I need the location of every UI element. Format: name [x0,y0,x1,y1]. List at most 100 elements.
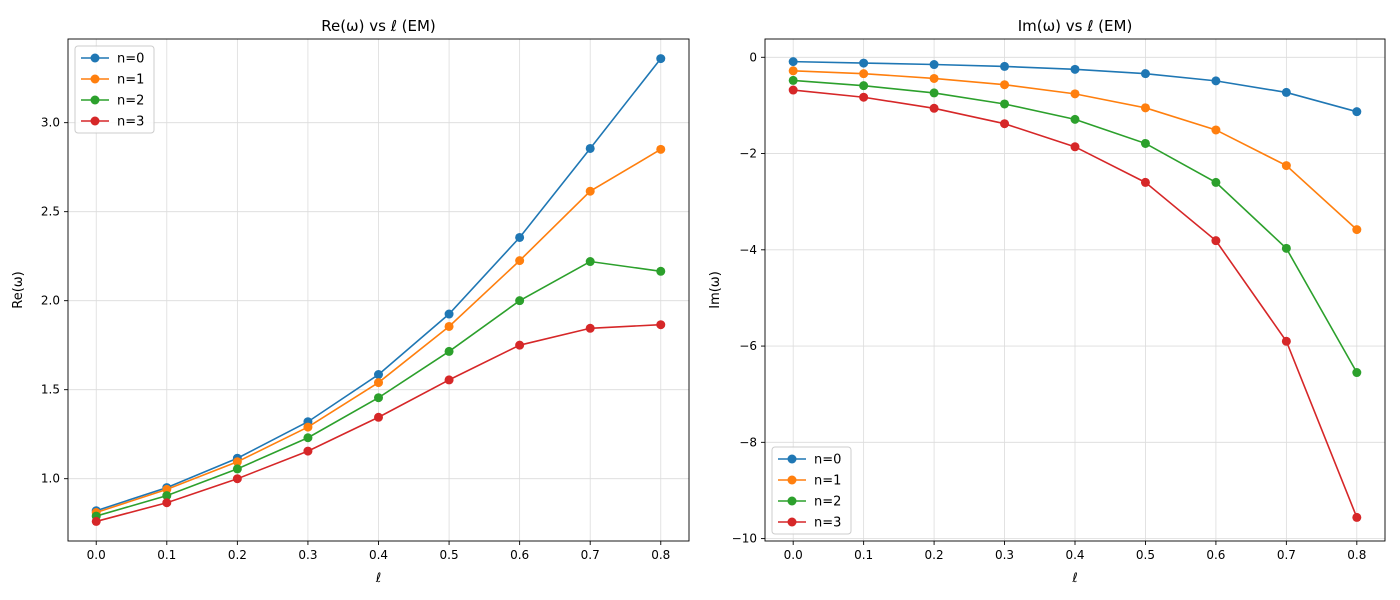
legend-box [771,446,852,535]
data-point-n=3 [585,323,595,333]
data-point-n=3 [374,412,383,422]
x-tick-label: 0.7 [581,548,600,562]
data-point-n=3 [1140,177,1150,187]
x-tick-label: 0.3 [995,548,1014,562]
data-point-n=0 [444,309,454,319]
data-point-n=0 [1070,64,1080,74]
data-point-n=1 [444,321,454,331]
y-tick-label: 1.5 [41,383,60,397]
data-point-n=1 [859,69,869,79]
y-tick-label: 2.0 [41,294,60,308]
y-tick-label: 1.0 [41,472,60,486]
y-tick-label: −8 [739,435,757,449]
data-point-n=2 [788,75,798,85]
data-point-n=1 [374,378,383,388]
data-point-n=3 [232,474,242,484]
legend: n=0 n=1 n=2 n=3 [771,446,852,535]
x-tick-label: 0.2 [228,548,247,562]
data-point-n=1 [585,186,595,196]
legend-label: n=1 [117,73,144,88]
y-tick-label: −4 [739,243,757,257]
x-tick-label: 0.0 [87,548,106,562]
data-point-n=3 [656,320,666,330]
data-point-n=3 [162,498,172,508]
x-tick-label: 0.3 [298,548,317,562]
legend-label: n=0 [814,453,841,468]
legend-marker-n=0 [90,53,100,63]
y-axis-label: Im(ω) [708,271,723,309]
data-point-n=1 [162,484,172,494]
x-tick-label: 0.7 [1277,548,1296,562]
x-tick-label: 0.1 [854,548,873,562]
x-tick-label: 0.0 [784,548,803,562]
chart-title: Re(ω) vs ℓ (EM) [321,17,436,35]
x-tick-label: 0.6 [510,548,529,562]
legend-label: n=3 [814,516,841,531]
legend-marker-n=3 [90,116,100,126]
data-point-n=1 [1211,125,1221,135]
data-point-n=2 [1352,368,1362,378]
data-point-n=3 [1070,142,1080,152]
legend: n=0 n=1 n=2 n=3 [74,45,155,134]
y-tick-label: −10 [732,532,757,546]
data-point-n=1 [515,256,525,266]
data-point-n=2 [859,81,869,91]
y-tick-label: −6 [739,339,757,353]
right-chart: 0.0 0.1 0.2 0.3 0.4 0.5 0.6 0.7 0.8 0 −2 −4 −6 −8 −10 I… [708,17,1386,586]
x-tick-label: 0.1 [157,548,176,562]
chart-title: Im(ω) vs ℓ (EM) [1018,17,1133,35]
data-point-n=2 [232,464,242,474]
data-point-n=3 [859,92,869,102]
data-point-n=2 [1281,243,1291,253]
x-tick-label: 0.5 [1136,548,1155,562]
data-point-n=0 [1211,76,1221,86]
data-point-n=0 [1140,69,1150,79]
data-point-n=1 [303,422,313,432]
data-point-n=3 [929,103,939,113]
data-point-n=2 [929,88,939,98]
data-point-n=2 [374,393,383,403]
data-point-n=1 [656,144,666,154]
x-axis-label: ℓ [375,571,381,586]
data-point-n=2 [515,296,525,306]
legend-marker-n=3 [787,517,797,527]
data-point-n=1 [1070,89,1080,99]
data-point-n=0 [515,232,525,242]
data-point-n=1 [1000,80,1010,90]
legend-marker-n=2 [787,496,797,506]
legend-box [74,45,155,134]
data-point-n=0 [585,143,595,153]
data-point-n=2 [656,266,666,276]
x-tick-label: 0.5 [440,548,459,562]
data-point-n=2 [585,257,595,267]
left-chart: 0.0 0.1 0.2 0.3 0.4 0.5 0.6 0.7 0.8 1.0 1.5 2.0 2.5 3… [11,17,690,586]
data-point-n=0 [656,54,666,64]
data-point-n=1 [1352,225,1362,235]
legend-label: n=2 [814,495,841,510]
y-axis-label: Re(ω) [11,271,26,308]
y-tick-label: 2.5 [41,205,60,219]
data-point-n=1 [1281,161,1291,171]
data-point-n=1 [788,66,798,76]
data-point-n=0 [788,57,798,67]
data-point-n=0 [1281,87,1291,97]
data-point-n=2 [1211,177,1221,187]
data-point-n=3 [91,516,101,526]
data-point-n=2 [1140,138,1150,148]
x-tick-label: 0.6 [1206,548,1225,562]
data-point-n=3 [1000,119,1010,129]
data-point-n=3 [788,85,798,95]
data-point-n=1 [232,457,242,467]
data-point-n=2 [1000,99,1010,109]
data-point-n=3 [1281,336,1291,346]
x-axis-label: ℓ [1071,571,1077,586]
data-point-n=0 [1000,61,1010,71]
legend-marker-n=0 [787,454,797,464]
data-point-n=3 [1211,236,1221,246]
data-point-n=1 [1140,103,1150,113]
x-tick-label: 0.8 [1347,548,1366,562]
x-tick-label: 0.4 [369,548,388,562]
legend-label: n=3 [117,115,144,130]
data-point-n=3 [1352,512,1362,522]
data-point-n=1 [929,73,939,83]
